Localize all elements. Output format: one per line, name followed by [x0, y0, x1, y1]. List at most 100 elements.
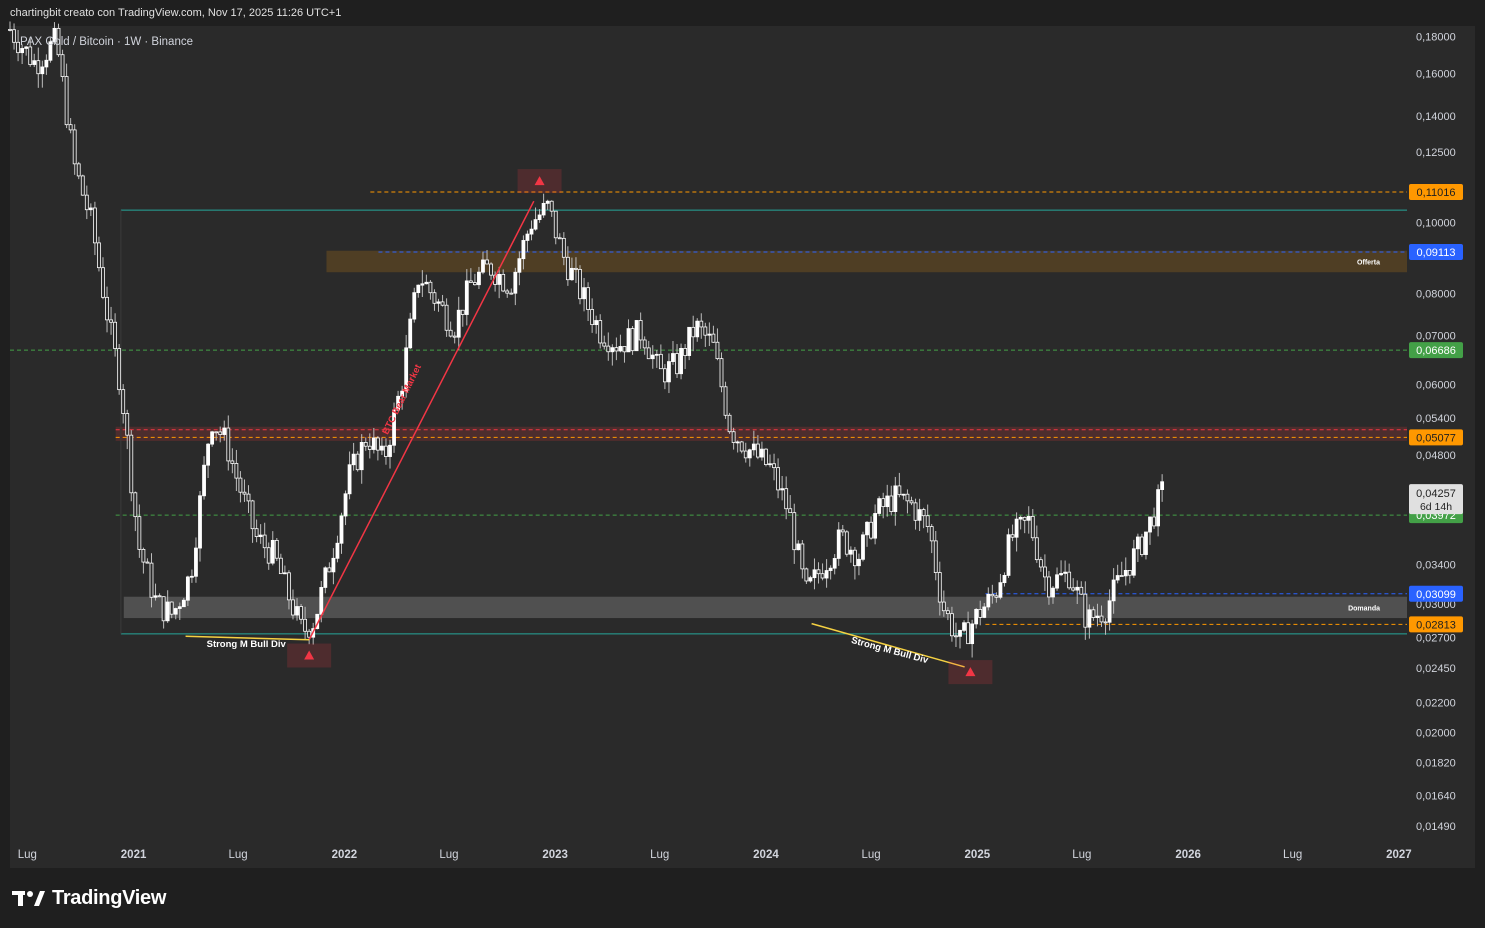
candle[interactable] — [954, 622, 958, 647]
divergence-line[interactable] — [185, 635, 310, 641]
candle[interactable] — [375, 436, 380, 461]
candle[interactable] — [618, 334, 623, 353]
candle[interactable] — [339, 512, 344, 554]
candle[interactable] — [105, 286, 109, 333]
buy-signal-icon[interactable] — [965, 667, 976, 677]
candle[interactable] — [727, 412, 732, 434]
candle[interactable] — [889, 485, 894, 516]
candle[interactable] — [521, 235, 526, 270]
candle[interactable] — [735, 440, 740, 453]
candle[interactable] — [990, 584, 995, 604]
candle[interactable] — [137, 504, 142, 558]
candle[interactable] — [739, 440, 744, 454]
candle[interactable] — [88, 203, 93, 217]
candle[interactable] — [355, 451, 360, 472]
candle[interactable] — [287, 570, 291, 610]
candle[interactable] — [594, 315, 599, 334]
candle[interactable] — [173, 607, 178, 620]
candle[interactable] — [12, 23, 16, 50]
candle[interactable] — [1095, 603, 1100, 627]
candle[interactable] — [84, 185, 89, 220]
candle[interactable] — [1071, 578, 1076, 592]
candle[interactable] — [529, 220, 534, 241]
candle[interactable] — [1131, 539, 1136, 578]
candle[interactable] — [485, 250, 489, 265]
candle[interactable] — [877, 496, 882, 517]
candle[interactable] — [392, 402, 396, 453]
candle[interactable] — [598, 314, 603, 349]
candle[interactable] — [541, 193, 546, 218]
candle[interactable] — [909, 496, 914, 506]
candle[interactable] — [198, 491, 202, 562]
candle[interactable] — [181, 597, 186, 608]
candle[interactable] — [658, 344, 663, 370]
candle[interactable] — [1127, 570, 1132, 584]
candle[interactable] — [1030, 509, 1035, 541]
candle[interactable] — [202, 456, 206, 500]
candle[interactable] — [64, 63, 69, 129]
candle[interactable] — [8, 21, 12, 32]
candle[interactable] — [917, 498, 922, 531]
candle[interactable] — [1152, 507, 1156, 529]
candle[interactable] — [343, 490, 348, 526]
candle[interactable] — [32, 53, 37, 68]
candle[interactable] — [436, 298, 441, 312]
candle[interactable] — [517, 251, 522, 286]
candle[interactable] — [190, 569, 194, 583]
candle[interactable] — [1115, 564, 1120, 584]
candle[interactable] — [129, 430, 134, 502]
candle[interactable] — [715, 328, 720, 361]
candle[interactable] — [570, 257, 574, 281]
candle[interactable] — [998, 573, 1003, 600]
candle[interactable] — [380, 437, 384, 455]
candle[interactable] — [578, 265, 582, 305]
candle[interactable] — [1026, 506, 1031, 534]
candle[interactable] — [820, 563, 825, 581]
candle[interactable] — [125, 409, 130, 450]
candle[interactable] — [424, 274, 429, 285]
candle[interactable] — [933, 530, 938, 581]
candle[interactable] — [76, 161, 81, 180]
candle[interactable] — [278, 553, 283, 575]
candle[interactable] — [222, 420, 227, 441]
sell-signal-icon[interactable] — [534, 176, 545, 186]
candle[interactable] — [755, 435, 760, 460]
candle[interactable] — [800, 539, 805, 579]
candle[interactable] — [816, 562, 821, 584]
candle[interactable] — [525, 230, 530, 252]
candle[interactable] — [351, 442, 356, 471]
candle[interactable] — [683, 344, 688, 369]
candle[interactable] — [1010, 524, 1015, 542]
candle[interactable] — [206, 443, 210, 479]
candle[interactable] — [113, 313, 118, 357]
candle[interactable] — [1018, 515, 1023, 530]
candle[interactable] — [323, 566, 328, 594]
candle[interactable] — [699, 313, 704, 339]
candle[interactable] — [929, 523, 934, 554]
candle[interactable] — [169, 601, 174, 619]
candle[interactable] — [1111, 568, 1116, 614]
candle[interactable] — [428, 280, 433, 300]
candle[interactable] — [194, 537, 198, 583]
candle[interactable] — [780, 475, 785, 501]
candle[interactable] — [667, 353, 671, 394]
candle[interactable] — [472, 273, 477, 286]
candle[interactable] — [295, 598, 299, 621]
candle[interactable] — [557, 233, 562, 240]
candle[interactable] — [1119, 561, 1124, 577]
candle[interactable] — [545, 199, 550, 210]
candle[interactable] — [258, 524, 263, 544]
candle[interactable] — [792, 503, 797, 564]
candle[interactable] — [452, 331, 457, 344]
candle[interactable] — [218, 426, 223, 443]
candle[interactable] — [464, 269, 469, 326]
candle[interactable] — [970, 619, 975, 658]
buy-signal-icon[interactable] — [304, 650, 315, 660]
candle[interactable] — [905, 489, 910, 514]
candle[interactable] — [327, 562, 332, 573]
candle[interactable] — [68, 118, 73, 134]
candle[interactable] — [901, 493, 906, 500]
candle[interactable] — [72, 124, 77, 175]
candle[interactable] — [1144, 531, 1148, 560]
candle[interactable] — [384, 438, 388, 465]
